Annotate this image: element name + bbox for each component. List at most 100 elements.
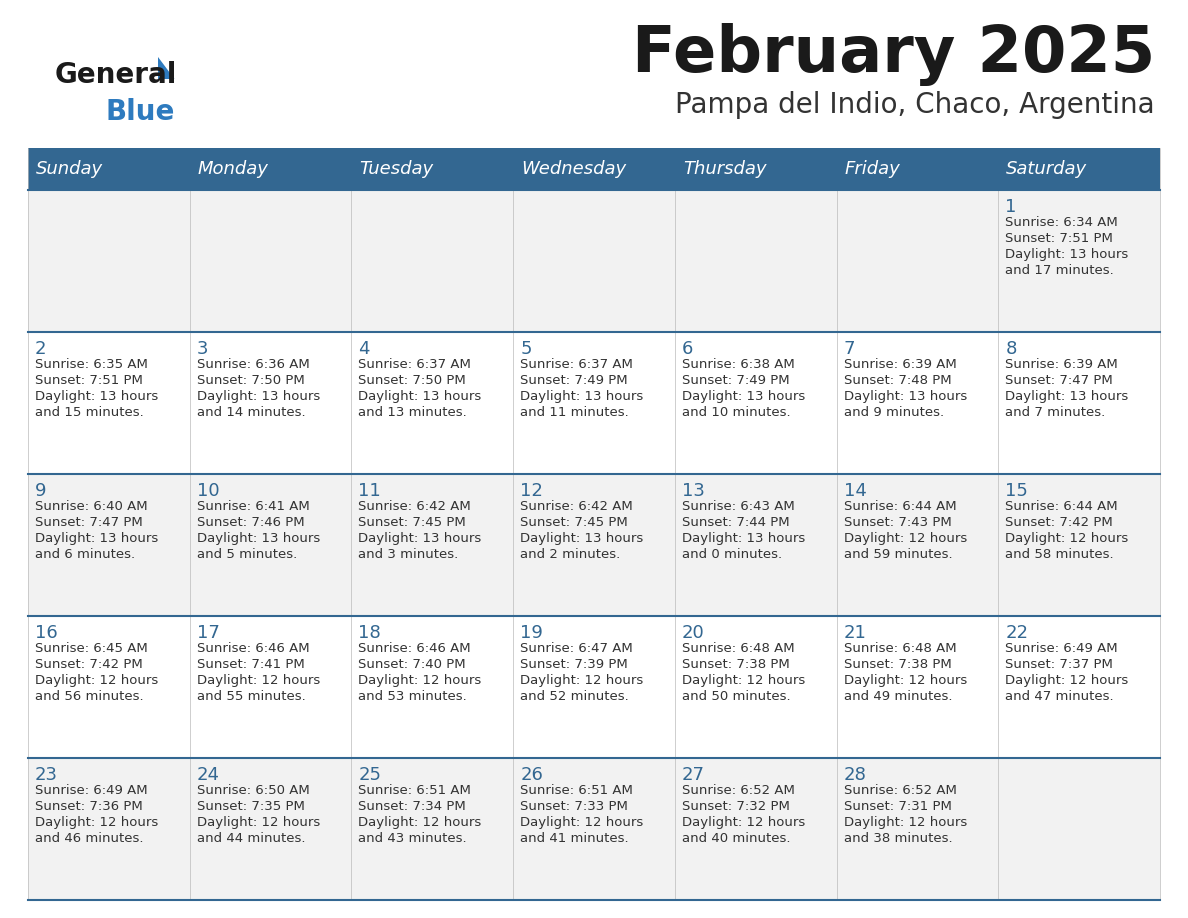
Bar bbox=[836, 616, 998, 758]
Text: 27: 27 bbox=[682, 766, 704, 784]
Bar bbox=[513, 474, 675, 616]
Text: Daylight: 12 hours: Daylight: 12 hours bbox=[34, 816, 158, 829]
Text: Sunset: 7:38 PM: Sunset: 7:38 PM bbox=[682, 658, 790, 671]
Text: Sunday: Sunday bbox=[36, 160, 103, 178]
Text: 23: 23 bbox=[34, 766, 58, 784]
Text: Sunset: 7:43 PM: Sunset: 7:43 PM bbox=[843, 516, 952, 529]
Text: Daylight: 13 hours: Daylight: 13 hours bbox=[197, 532, 320, 545]
Text: Daylight: 12 hours: Daylight: 12 hours bbox=[682, 816, 805, 829]
Text: Sunrise: 6:51 AM: Sunrise: 6:51 AM bbox=[359, 784, 472, 797]
Text: Daylight: 12 hours: Daylight: 12 hours bbox=[359, 674, 481, 687]
Bar bbox=[513, 332, 675, 474]
Text: and 5 minutes.: and 5 minutes. bbox=[197, 548, 297, 561]
Text: Friday: Friday bbox=[845, 160, 901, 178]
Text: and 17 minutes.: and 17 minutes. bbox=[1005, 264, 1114, 277]
Text: Sunset: 7:32 PM: Sunset: 7:32 PM bbox=[682, 800, 790, 813]
Text: and 49 minutes.: and 49 minutes. bbox=[843, 690, 952, 703]
Text: and 41 minutes.: and 41 minutes. bbox=[520, 832, 628, 845]
Text: and 56 minutes.: and 56 minutes. bbox=[34, 690, 144, 703]
Text: Sunset: 7:47 PM: Sunset: 7:47 PM bbox=[1005, 374, 1113, 387]
Text: Sunset: 7:46 PM: Sunset: 7:46 PM bbox=[197, 516, 304, 529]
Text: and 2 minutes.: and 2 minutes. bbox=[520, 548, 620, 561]
Text: Sunrise: 6:37 AM: Sunrise: 6:37 AM bbox=[520, 358, 633, 371]
Text: Daylight: 13 hours: Daylight: 13 hours bbox=[843, 390, 967, 403]
Bar bbox=[190, 190, 352, 332]
Text: Sunrise: 6:40 AM: Sunrise: 6:40 AM bbox=[34, 500, 147, 513]
Text: and 13 minutes.: and 13 minutes. bbox=[359, 406, 467, 419]
Bar bbox=[998, 332, 1159, 474]
Bar bbox=[836, 148, 998, 190]
Text: Sunset: 7:36 PM: Sunset: 7:36 PM bbox=[34, 800, 143, 813]
Bar bbox=[352, 758, 513, 900]
Text: and 38 minutes.: and 38 minutes. bbox=[843, 832, 953, 845]
Bar bbox=[675, 190, 836, 332]
Bar bbox=[29, 616, 190, 758]
Text: Sunrise: 6:49 AM: Sunrise: 6:49 AM bbox=[34, 784, 147, 797]
Bar bbox=[675, 148, 836, 190]
Text: and 59 minutes.: and 59 minutes. bbox=[843, 548, 953, 561]
Bar bbox=[675, 474, 836, 616]
Text: Daylight: 13 hours: Daylight: 13 hours bbox=[34, 532, 158, 545]
Text: Daylight: 12 hours: Daylight: 12 hours bbox=[520, 816, 644, 829]
Bar bbox=[513, 616, 675, 758]
Text: Sunrise: 6:49 AM: Sunrise: 6:49 AM bbox=[1005, 642, 1118, 655]
Text: Daylight: 13 hours: Daylight: 13 hours bbox=[359, 532, 481, 545]
Text: Sunrise: 6:34 AM: Sunrise: 6:34 AM bbox=[1005, 216, 1118, 229]
Text: Sunset: 7:49 PM: Sunset: 7:49 PM bbox=[520, 374, 627, 387]
Text: 15: 15 bbox=[1005, 482, 1028, 500]
Text: General: General bbox=[55, 61, 177, 89]
Text: February 2025: February 2025 bbox=[632, 24, 1155, 86]
Text: Sunset: 7:37 PM: Sunset: 7:37 PM bbox=[1005, 658, 1113, 671]
Text: Daylight: 12 hours: Daylight: 12 hours bbox=[197, 674, 320, 687]
Text: 20: 20 bbox=[682, 624, 704, 642]
Text: 16: 16 bbox=[34, 624, 58, 642]
Text: and 50 minutes.: and 50 minutes. bbox=[682, 690, 790, 703]
Text: Sunrise: 6:48 AM: Sunrise: 6:48 AM bbox=[843, 642, 956, 655]
Text: Wednesday: Wednesday bbox=[522, 160, 626, 178]
Text: Sunset: 7:40 PM: Sunset: 7:40 PM bbox=[359, 658, 466, 671]
Bar bbox=[190, 616, 352, 758]
Text: Sunrise: 6:36 AM: Sunrise: 6:36 AM bbox=[197, 358, 309, 371]
Text: and 58 minutes.: and 58 minutes. bbox=[1005, 548, 1114, 561]
Text: and 7 minutes.: and 7 minutes. bbox=[1005, 406, 1106, 419]
Text: Sunset: 7:35 PM: Sunset: 7:35 PM bbox=[197, 800, 304, 813]
Text: 6: 6 bbox=[682, 340, 694, 358]
Bar bbox=[675, 758, 836, 900]
Text: and 55 minutes.: and 55 minutes. bbox=[197, 690, 305, 703]
Text: Sunset: 7:42 PM: Sunset: 7:42 PM bbox=[1005, 516, 1113, 529]
Text: 22: 22 bbox=[1005, 624, 1029, 642]
Text: 24: 24 bbox=[197, 766, 220, 784]
Text: and 0 minutes.: and 0 minutes. bbox=[682, 548, 782, 561]
Text: Daylight: 13 hours: Daylight: 13 hours bbox=[520, 532, 644, 545]
Text: 17: 17 bbox=[197, 624, 220, 642]
Text: 1: 1 bbox=[1005, 198, 1017, 216]
Bar bbox=[190, 474, 352, 616]
Bar bbox=[998, 148, 1159, 190]
Text: Sunrise: 6:51 AM: Sunrise: 6:51 AM bbox=[520, 784, 633, 797]
Text: Sunset: 7:41 PM: Sunset: 7:41 PM bbox=[197, 658, 304, 671]
Text: Tuesday: Tuesday bbox=[360, 160, 434, 178]
Text: 13: 13 bbox=[682, 482, 704, 500]
Text: and 52 minutes.: and 52 minutes. bbox=[520, 690, 628, 703]
Text: 12: 12 bbox=[520, 482, 543, 500]
Text: Monday: Monday bbox=[197, 160, 268, 178]
Bar bbox=[352, 148, 513, 190]
Text: and 10 minutes.: and 10 minutes. bbox=[682, 406, 790, 419]
Text: and 11 minutes.: and 11 minutes. bbox=[520, 406, 628, 419]
Text: Daylight: 13 hours: Daylight: 13 hours bbox=[359, 390, 481, 403]
Bar bbox=[836, 190, 998, 332]
Text: Sunset: 7:38 PM: Sunset: 7:38 PM bbox=[843, 658, 952, 671]
Text: Daylight: 12 hours: Daylight: 12 hours bbox=[197, 816, 320, 829]
Text: Daylight: 13 hours: Daylight: 13 hours bbox=[682, 532, 805, 545]
Text: and 15 minutes.: and 15 minutes. bbox=[34, 406, 144, 419]
Text: Sunset: 7:31 PM: Sunset: 7:31 PM bbox=[843, 800, 952, 813]
Text: Daylight: 12 hours: Daylight: 12 hours bbox=[843, 532, 967, 545]
Text: Sunrise: 6:44 AM: Sunrise: 6:44 AM bbox=[1005, 500, 1118, 513]
Text: Daylight: 13 hours: Daylight: 13 hours bbox=[1005, 248, 1129, 261]
Text: Daylight: 13 hours: Daylight: 13 hours bbox=[197, 390, 320, 403]
Bar bbox=[352, 616, 513, 758]
Text: Sunrise: 6:48 AM: Sunrise: 6:48 AM bbox=[682, 642, 795, 655]
Bar bbox=[352, 332, 513, 474]
Text: Sunrise: 6:47 AM: Sunrise: 6:47 AM bbox=[520, 642, 633, 655]
Text: 19: 19 bbox=[520, 624, 543, 642]
